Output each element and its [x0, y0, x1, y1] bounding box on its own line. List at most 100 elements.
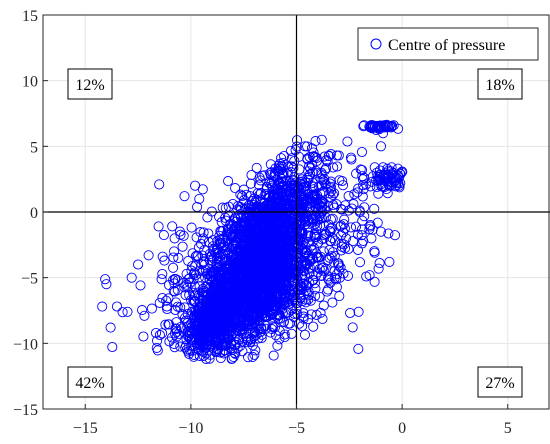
data-point [353, 183, 364, 194]
data-point [266, 267, 277, 278]
data-point [276, 187, 287, 198]
data-point [177, 241, 188, 252]
data-point [282, 297, 293, 308]
data-point [372, 217, 383, 228]
quadrant-label-bottom-left-text: 42% [75, 375, 104, 392]
data-point [240, 212, 251, 223]
data-point [335, 220, 347, 231]
data-point [188, 351, 199, 362]
data-point [287, 295, 298, 306]
data-point [288, 219, 299, 230]
data-point [381, 119, 392, 130]
data-point [193, 303, 204, 314]
data-point [190, 270, 201, 281]
data-point [314, 291, 325, 302]
data-point [259, 280, 270, 291]
data-point [251, 194, 262, 205]
data-point [198, 256, 209, 267]
data-point [342, 136, 353, 147]
data-point [369, 122, 380, 133]
data-point [298, 199, 309, 210]
data-point [245, 336, 256, 347]
data-point [270, 217, 281, 228]
data-point [164, 319, 175, 330]
data-point [379, 182, 390, 193]
data-point [345, 222, 357, 233]
data-point [343, 205, 354, 216]
data-point [265, 299, 276, 310]
data-point [390, 178, 401, 189]
data-point [375, 141, 387, 152]
data-point [310, 136, 321, 147]
data-point [188, 268, 199, 280]
data-point [288, 259, 299, 270]
data-point [188, 296, 199, 307]
data-point [105, 322, 116, 333]
quadrant-label-bottom-right-text: 27% [485, 375, 514, 392]
data-point [187, 261, 198, 272]
data-point [312, 168, 323, 179]
data-point [279, 150, 290, 162]
data-point [237, 336, 248, 347]
data-point [212, 236, 223, 247]
data-point [215, 295, 226, 306]
data-point [139, 310, 150, 321]
data-point [216, 226, 227, 237]
data-point [285, 284, 296, 295]
data-point [314, 263, 325, 275]
data-point [169, 286, 180, 297]
data-point [338, 268, 349, 279]
data-point [179, 302, 190, 313]
data-point [133, 259, 144, 270]
data-point [315, 220, 326, 231]
data-point [194, 350, 205, 361]
data-point [169, 233, 180, 244]
y-tick-label: −10 [13, 336, 38, 353]
data-point [221, 229, 232, 240]
data-point [225, 315, 236, 326]
data-point [301, 181, 312, 192]
data-point [318, 246, 329, 257]
data-point [358, 184, 369, 195]
data-point [303, 251, 314, 262]
data-point [258, 284, 269, 295]
data-point [184, 328, 196, 339]
data-point [369, 203, 380, 214]
data-point [194, 193, 205, 204]
data-point [107, 341, 118, 353]
data-point [196, 259, 207, 270]
data-point [241, 261, 252, 272]
data-point [298, 311, 309, 322]
data-point [302, 230, 314, 241]
data-point [371, 181, 382, 193]
data-point [195, 227, 206, 238]
data-point [150, 327, 162, 339]
data-point [311, 251, 322, 263]
data-point [246, 218, 257, 229]
data-point [253, 179, 264, 190]
data-point [138, 331, 149, 342]
data-point [264, 248, 275, 260]
data-point [199, 245, 210, 256]
data-point [219, 329, 230, 341]
data-point [378, 181, 389, 192]
data-point [369, 247, 380, 258]
data-point [325, 214, 336, 225]
data-point [374, 257, 385, 269]
data-point [211, 317, 222, 328]
data-point [220, 283, 231, 294]
data-point [395, 178, 406, 189]
data-point [281, 200, 292, 211]
data-point [230, 348, 241, 359]
data-point [154, 179, 165, 190]
data-point [237, 191, 248, 202]
data-point [283, 161, 294, 172]
data-point [274, 177, 285, 189]
data-point [309, 278, 320, 289]
data-point [100, 274, 111, 285]
data-point [306, 253, 317, 264]
data-point [278, 276, 289, 288]
data-point [240, 281, 251, 292]
data-point [97, 301, 108, 312]
data-point [369, 276, 380, 287]
